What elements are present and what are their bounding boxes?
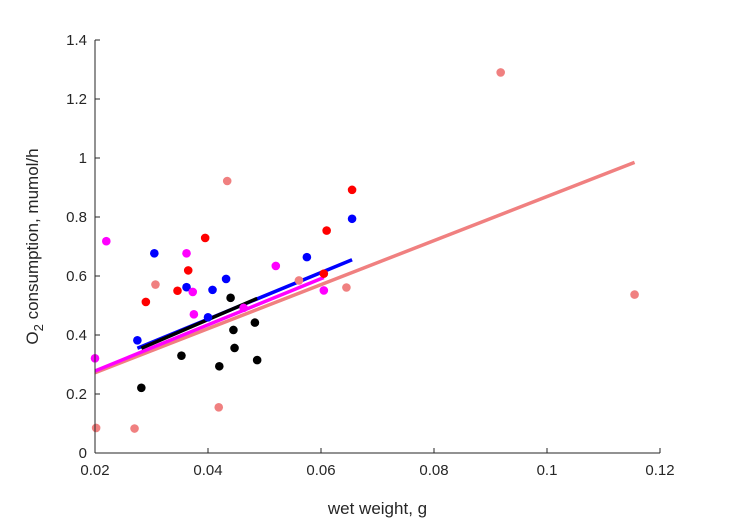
data-point	[250, 318, 260, 327]
y-axis-label-main: O	[23, 331, 42, 344]
data-point	[214, 402, 224, 412]
data-point	[203, 313, 213, 322]
data-point	[189, 310, 199, 319]
y-tick-label: 1.2	[66, 91, 87, 108]
data-point	[200, 233, 210, 243]
x-axis-label: wet weight, g	[327, 499, 427, 518]
y-tick-label: 1.4	[66, 32, 87, 49]
data-point	[91, 423, 101, 433]
data-point	[141, 297, 151, 307]
y-axis-label-rest: consumption, mumol/h	[23, 148, 42, 324]
x-tick-label: 0.06	[306, 462, 335, 479]
data-point	[173, 286, 182, 296]
x-tick-label: 0.04	[193, 462, 222, 479]
data-point	[133, 336, 142, 345]
y-tick-label: 0.2	[66, 386, 87, 403]
data-point	[215, 361, 224, 371]
data-points	[90, 68, 639, 433]
x-tick-label: 0.12	[645, 462, 674, 479]
x-tick-label: 0.02	[80, 462, 109, 479]
data-point	[177, 351, 186, 360]
y-tick-label: 0.8	[66, 209, 87, 226]
data-point	[150, 248, 159, 258]
data-point	[347, 185, 357, 195]
data-point	[130, 424, 139, 433]
data-point	[188, 287, 198, 297]
data-point	[226, 293, 235, 303]
fit-line	[140, 296, 258, 350]
data-point	[322, 226, 331, 235]
data-point	[183, 266, 193, 275]
y-tick-label: 0.6	[66, 268, 87, 285]
fit-line	[94, 160, 636, 375]
data-point	[229, 325, 238, 335]
data-point	[222, 176, 232, 186]
data-point	[294, 276, 304, 285]
data-point	[221, 274, 231, 284]
data-point	[151, 280, 160, 289]
data-point	[102, 236, 111, 246]
data-point	[319, 286, 329, 295]
y-axis-label: O2 consumption, mumol/h	[23, 148, 46, 344]
data-point	[239, 303, 248, 313]
data-point	[496, 68, 505, 77]
x-tick-label: 0.1	[537, 462, 558, 479]
data-point	[342, 283, 351, 292]
y-tick-label: 1	[79, 150, 87, 167]
data-point	[182, 248, 191, 258]
y-tick-label: 0	[79, 445, 87, 462]
data-point	[630, 290, 639, 299]
data-point	[302, 252, 312, 262]
y-axis-label-subscript: 2	[31, 324, 46, 331]
data-point	[208, 285, 217, 295]
fit-line	[94, 275, 325, 373]
data-point	[230, 343, 239, 353]
y-tick-label: 0.4	[66, 327, 87, 344]
x-tick-label: 0.08	[419, 462, 448, 479]
axes	[94, 40, 660, 454]
data-point	[271, 261, 281, 271]
data-point	[347, 214, 357, 224]
data-point	[137, 383, 146, 393]
y-ticks: 0 0.2 0.4 0.6 0.8 1 1.2 1.4	[66, 32, 100, 462]
data-point	[252, 355, 262, 365]
x-ticks: 0.02 0.04 0.06 0.08 0.1 0.12	[80, 448, 675, 479]
data-point	[182, 282, 191, 292]
data-point	[319, 269, 329, 278]
fit-lines	[94, 160, 636, 375]
